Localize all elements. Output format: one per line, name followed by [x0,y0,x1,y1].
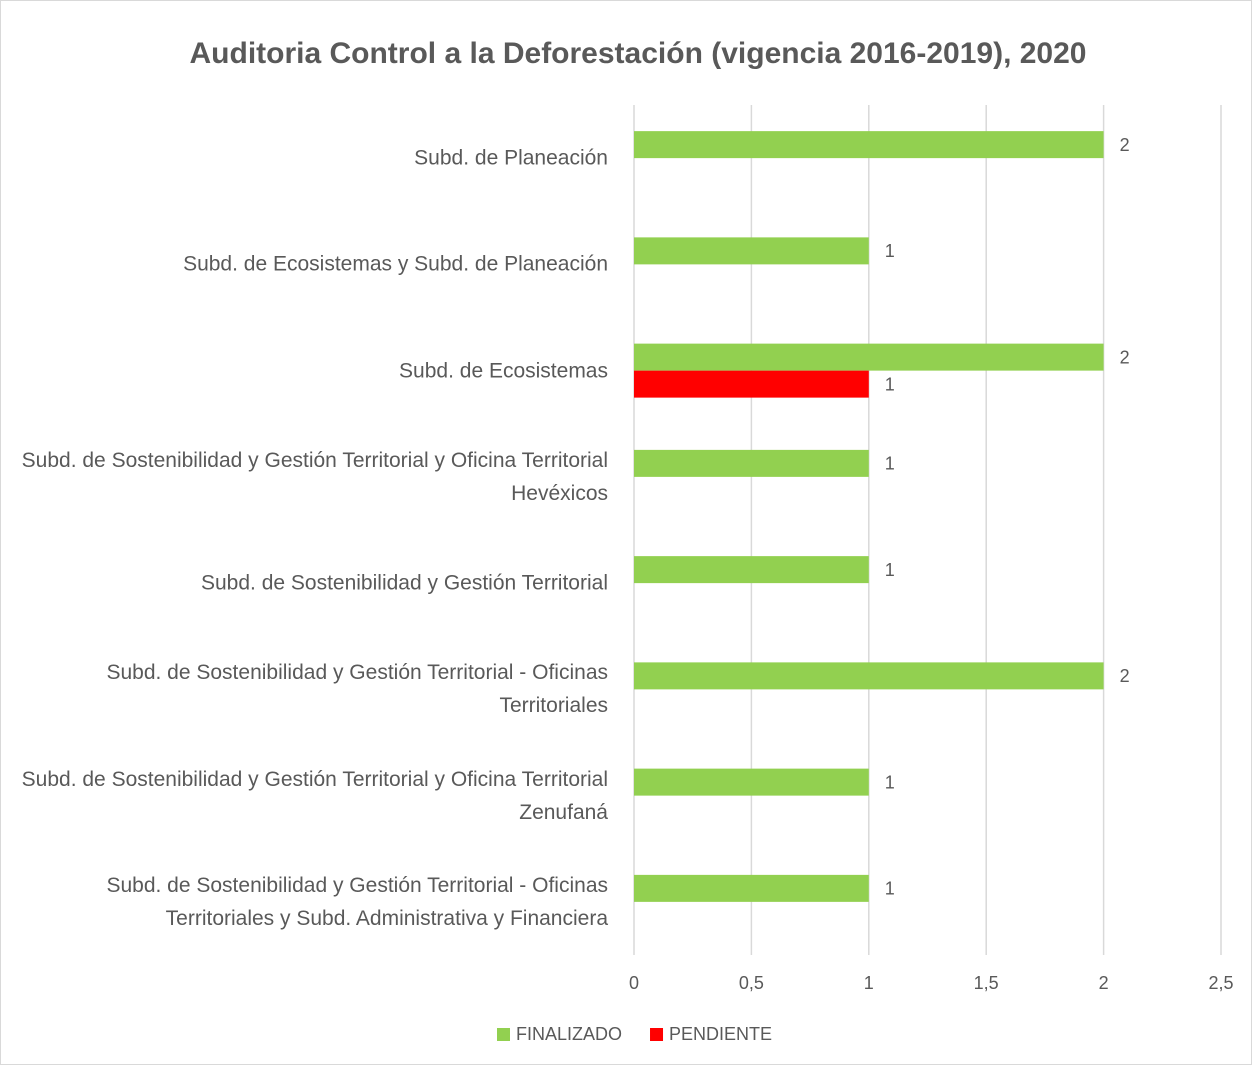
data-label: 1 [885,772,895,792]
bar [634,768,869,796]
chart-title: Auditoria Control a la Deforestación (vi… [190,37,1087,70]
x-tick-label: 2 [1099,973,1109,993]
data-label: 1 [885,241,895,261]
data-label: 1 [885,454,895,474]
data-label: 2 [1120,666,1130,686]
data-label: 1 [885,374,895,394]
x-tick-label: 0 [629,973,639,993]
legend-swatch [497,1028,510,1041]
y-tick-label: Subd. de Sostenibilidad y Gestión Territ… [106,873,608,930]
x-tick-label: 2,5 [1208,973,1233,993]
bar [634,237,869,265]
bar [634,662,1104,690]
x-tick-label: 0,5 [739,973,764,993]
y-tick-label: Subd. de Ecosistemas [399,359,608,383]
bar [634,449,869,477]
legend-swatch [650,1028,664,1041]
y-tick-label: Subd. de Ecosistemas y Subd. de Planeaci… [183,252,608,276]
data-label: 1 [885,879,895,899]
data-label: 1 [885,560,895,580]
bar [634,131,1104,159]
bar [634,370,869,398]
bar [634,874,869,902]
bar [634,556,869,584]
y-tick-label: Subd. de Sostenibilidad y Gestión Territ… [21,448,608,505]
y-tick-label: Subd. de Planeación [414,146,608,170]
bar [634,343,1104,371]
legend-label: FINALIZADO [516,1024,622,1044]
y-tick-label: Subd. de Sostenibilidad y Gestión Territ… [106,661,608,718]
legend-label: PENDIENTE [669,1024,772,1044]
data-label: 2 [1120,135,1130,155]
data-label: 2 [1120,347,1130,367]
y-tick-label: Subd. de Sostenibilidad y Gestión Territ… [200,571,608,595]
x-tick-label: 1 [864,973,874,993]
x-tick-label: 1,5 [974,973,999,993]
y-tick-label: Subd. de Sostenibilidad y Gestión Territ… [21,767,608,824]
